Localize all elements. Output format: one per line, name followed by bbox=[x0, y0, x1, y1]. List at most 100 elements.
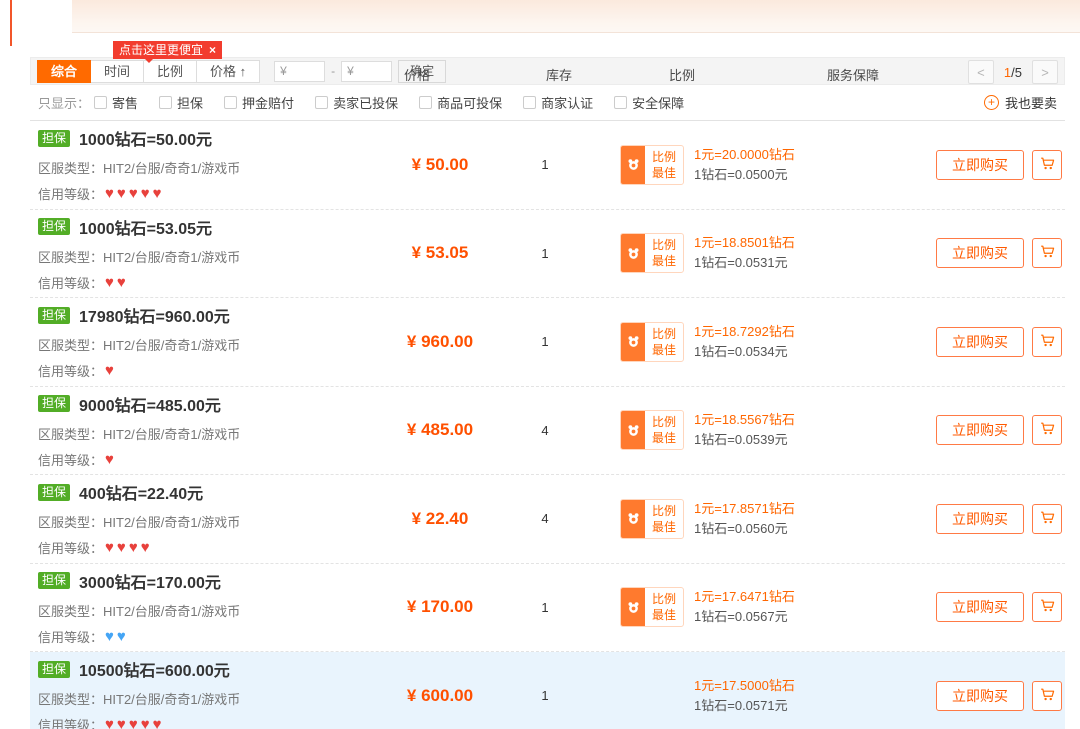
ratio-per-diamond: 1钻石=0.0571元 bbox=[694, 697, 788, 713]
server-type-value: HIT2/台服/奇奇1/游戏币 bbox=[103, 161, 241, 177]
buy-now-button[interactable]: 立即购买 bbox=[936, 149, 1024, 180]
checkbox[interactable] bbox=[159, 96, 173, 109]
top-banner-band bbox=[72, 0, 1080, 33]
add-to-cart-button[interactable] bbox=[1032, 149, 1062, 180]
add-to-cart-button[interactable] bbox=[1032, 415, 1062, 446]
best-ratio-text: 比例 最佳 bbox=[645, 234, 683, 272]
listing-title[interactable]: 1000钻石=53.05元 bbox=[79, 220, 212, 238]
ratio-cell: 比例 最佳 1元=17.8571钻石 1钻石=0.0560元 bbox=[590, 498, 925, 539]
listing-info: 担保 1000钻石=53.05元 区服类型：HIT2/台服/奇奇1/游戏币 信用… bbox=[30, 215, 380, 292]
medal-icon bbox=[621, 145, 645, 184]
ratio-cell: 比例 最佳 1元=18.7292钻石 1钻石=0.0534元 bbox=[590, 321, 925, 362]
filter-label: 只显示： bbox=[38, 96, 91, 111]
ratio-values: 1元=18.7292钻石 1钻石=0.0534元 bbox=[694, 322, 795, 362]
next-page-button[interactable]: > bbox=[1032, 60, 1058, 84]
column-header: 比例 bbox=[669, 68, 696, 83]
checkbox[interactable] bbox=[94, 96, 108, 109]
sort-tab[interactable]: 比例 bbox=[143, 59, 198, 83]
i-want-to-sell-link[interactable]: + 我也要卖 bbox=[983, 93, 1057, 112]
listing-title[interactable]: 1000钻石=50.00元 bbox=[79, 132, 212, 150]
listing-title[interactable]: 400钻石=22.40元 bbox=[79, 486, 204, 504]
best-ratio-text: 比例 最佳 bbox=[645, 146, 683, 184]
filter-option[interactable]: 押金赔付 bbox=[224, 93, 294, 112]
ratio-values: 1元=20.0000钻石 1钻石=0.0500元 bbox=[694, 145, 795, 185]
ratio-values: 1元=17.5000钻石 1钻石=0.0571元 bbox=[694, 676, 795, 716]
filter-option[interactable]: 担保 bbox=[159, 93, 203, 112]
listing-price: ¥ 600.00 bbox=[406, 685, 474, 705]
filter-option[interactable]: 安全保障 bbox=[614, 93, 684, 112]
price-max-input[interactable]: ¥ bbox=[341, 60, 393, 82]
add-to-cart-button[interactable] bbox=[1032, 680, 1062, 711]
best-ratio-line2: 最佳 bbox=[652, 342, 677, 357]
best-ratio-text: 比例 最佳 bbox=[645, 411, 683, 449]
filter-option[interactable]: 寄售 bbox=[94, 93, 138, 112]
checkbox[interactable] bbox=[315, 96, 329, 109]
server-type-value: HIT2/台服/奇奇1/游戏币 bbox=[103, 692, 241, 708]
filter-option[interactable]: 商家认证 bbox=[523, 93, 593, 112]
checkbox[interactable] bbox=[523, 96, 537, 109]
checkbox[interactable] bbox=[419, 96, 433, 109]
guarantee-badge: 担保 bbox=[38, 483, 71, 501]
checkbox[interactable] bbox=[224, 96, 238, 109]
credit-label: 信用等级： bbox=[38, 629, 104, 645]
buy-now-button[interactable]: 立即购买 bbox=[936, 503, 1024, 534]
buy-now-button[interactable]: 立即购买 bbox=[936, 680, 1024, 711]
listing-actions: 立即购买 bbox=[925, 415, 1065, 446]
column-header: 库存 bbox=[546, 68, 573, 83]
listing-title[interactable]: 17980钻石=960.00元 bbox=[79, 309, 230, 327]
price-min-input[interactable]: ¥ bbox=[274, 60, 326, 82]
filter-option-label: 担保 bbox=[177, 96, 204, 111]
column-header: 服务保障 bbox=[827, 68, 880, 83]
buy-now-button[interactable]: 立即购买 bbox=[936, 238, 1024, 269]
listing-stock: 4 bbox=[541, 422, 549, 438]
listing-price: ¥ 485.00 bbox=[406, 420, 474, 440]
best-ratio-line2: 最佳 bbox=[652, 254, 677, 269]
plus-circle-icon: + bbox=[983, 95, 999, 110]
buy-now-button[interactable]: 立即购买 bbox=[936, 415, 1024, 446]
server-type-line: 区服类型：HIT2/台服/奇奇1/游戏币 bbox=[38, 512, 380, 531]
listing-info: 担保 400钻石=22.40元 区服类型：HIT2/台服/奇奇1/游戏币 信用等… bbox=[30, 480, 380, 557]
server-type-line: 区服类型：HIT2/台服/奇奇1/游戏币 bbox=[38, 247, 380, 266]
listing-title[interactable]: 10500钻石=600.00元 bbox=[79, 663, 230, 681]
listing-price: ¥ 170.00 bbox=[406, 597, 474, 617]
buy-now-button[interactable]: 立即购买 bbox=[936, 592, 1024, 623]
cart-icon bbox=[1039, 243, 1056, 263]
price-range-filter: ¥ - ¥ 确定 bbox=[274, 59, 447, 83]
filter-option[interactable]: 卖家已投保 bbox=[315, 93, 398, 112]
guarantee-badge: 担保 bbox=[38, 660, 71, 678]
listing-row[interactable]: 担保 3000钻石=170.00元 区服类型：HIT2/台服/奇奇1/游戏币 信… bbox=[30, 563, 1065, 652]
checkbox[interactable] bbox=[614, 96, 628, 109]
add-to-cart-button[interactable] bbox=[1032, 592, 1062, 623]
best-ratio-badge: 比例 最佳 bbox=[620, 233, 685, 274]
best-ratio-badge: 比例 最佳 bbox=[620, 587, 685, 628]
listing-row[interactable]: 担保 10500钻石=600.00元 区服类型：HIT2/台服/奇奇1/游戏币 … bbox=[30, 652, 1065, 729]
add-to-cart-button[interactable] bbox=[1032, 503, 1062, 534]
sort-tab[interactable]: 综合 bbox=[37, 59, 92, 83]
ratio-per-yuan: 1元=18.7292钻石 bbox=[694, 323, 795, 339]
ratio-values: 1元=18.8501钻石 1钻石=0.0531元 bbox=[694, 233, 795, 273]
confirm-button[interactable]: 确定 bbox=[398, 59, 447, 83]
filter-option[interactable]: 商品可投保 bbox=[419, 93, 502, 112]
listing-row[interactable]: 担保 9000钻石=485.00元 区服类型：HIT2/台服/奇奇1/游戏币 信… bbox=[30, 386, 1065, 475]
add-to-cart-button[interactable] bbox=[1032, 326, 1062, 357]
listing-title[interactable]: 9000钻石=485.00元 bbox=[79, 397, 221, 415]
listing-row[interactable]: 担保 400钻石=22.40元 区服类型：HIT2/台服/奇奇1/游戏币 信用等… bbox=[30, 475, 1065, 564]
ratio-cell: 比例 最佳 1元=20.0000钻石 1钻石=0.0500元 bbox=[590, 144, 925, 185]
best-ratio-line1: 比例 bbox=[652, 503, 677, 518]
listing-row[interactable]: 担保 1000钻石=50.00元 区服类型：HIT2/台服/奇奇1/游戏币 信用… bbox=[30, 121, 1065, 210]
listing-actions: 立即购买 bbox=[925, 592, 1065, 623]
buy-now-button[interactable]: 立即购买 bbox=[936, 326, 1024, 357]
prev-page-button[interactable]: < bbox=[967, 60, 994, 84]
sort-tab[interactable]: 时间 bbox=[90, 59, 145, 83]
close-icon[interactable]: × bbox=[209, 43, 217, 57]
best-ratio-badge: 比例 最佳 bbox=[620, 321, 685, 362]
medal-icon bbox=[621, 499, 645, 538]
listing-title[interactable]: 3000钻石=170.00元 bbox=[79, 574, 221, 592]
best-ratio-line2: 最佳 bbox=[652, 608, 677, 623]
best-ratio-line2: 最佳 bbox=[652, 431, 677, 446]
sort-tab[interactable]: 价格 ↑ bbox=[196, 59, 261, 83]
listing-row[interactable]: 担保 1000钻石=53.05元 区服类型：HIT2/台服/奇奇1/游戏币 信用… bbox=[30, 209, 1065, 298]
add-to-cart-button[interactable] bbox=[1032, 238, 1062, 269]
listing-row[interactable]: 担保 17980钻石=960.00元 区服类型：HIT2/台服/奇奇1/游戏币 … bbox=[30, 298, 1065, 387]
server-type-line: 区服类型：HIT2/台服/奇奇1/游戏币 bbox=[38, 424, 380, 443]
